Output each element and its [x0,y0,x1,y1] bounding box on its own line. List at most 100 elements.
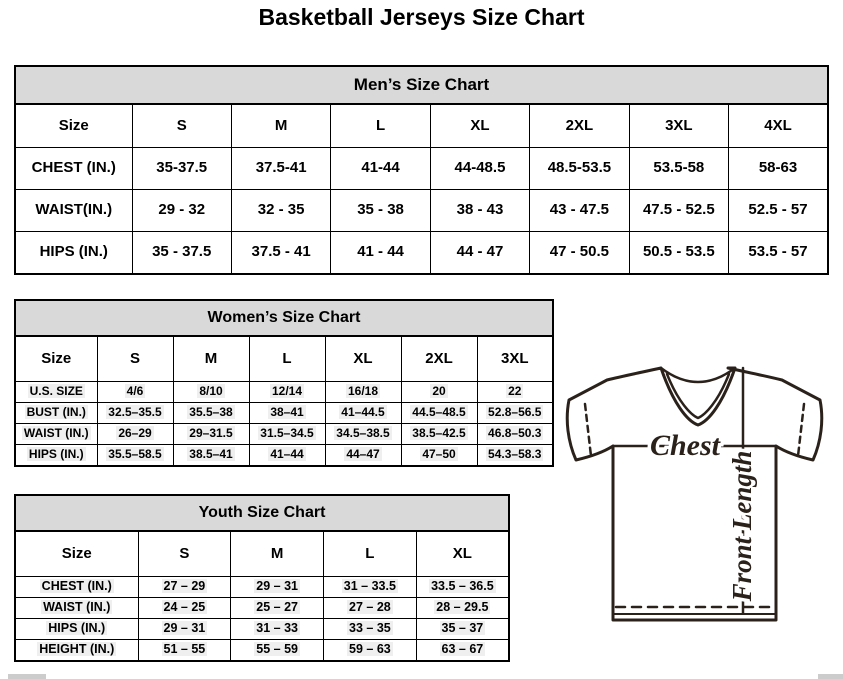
mens-size-chart-table: Men’s Size Chart Size S M L XL 2XL 3XL 4XL CHEST … [14,65,829,275]
row-label: WAIST (IN.) [14,423,98,445]
row-label: WAIST (IN.) [14,597,139,619]
cell-value: 55 – 59 [254,642,300,657]
cell-value: 29 – 31 [161,621,208,636]
cell-value: 38–41 [268,405,306,420]
size-cell: 59 – 63 [323,639,417,662]
size-cell: 47 - 50.5 [529,231,630,275]
cell-value: 27 – 28 [347,600,393,615]
size-cell: 31 – 33.5 [323,576,417,598]
size-cell: 51 – 55 [137,639,232,662]
row-label-text: U.S. SIZE [27,384,85,399]
size-cell: 4/6 [96,381,174,403]
size-cell: 52.5 - 57 [728,189,829,232]
size-cell: 32.5–35.5 [96,402,174,424]
size-cell: 37.5-41 [230,147,332,190]
size-cell: 31.5–34.5 [248,423,326,445]
size-cell: 34.5–38.5 [324,423,402,445]
table-row: WAIST (IN.) 24 – 25 25 – 27 27 – 28 28 – 29.… [14,597,510,619]
size-cell: 35.5–58.5 [96,444,174,467]
cell-value: 31 – 33 [254,621,300,636]
row-label: U.S. SIZE [14,381,98,403]
horizontal-scrollbar-fragment-left[interactable] [8,674,46,679]
size-cell: 38–41 [248,402,326,424]
size-cell: 41–44 [248,444,326,467]
column-header-2xl: 2XL [529,103,630,148]
size-cell: 12/14 [248,381,326,403]
size-cell: 44-48.5 [429,147,531,190]
size-cell: 50.5 - 53.5 [628,231,730,275]
cell-value: 31.5–34.5 [258,426,316,441]
row-label-text: WAIST (IN.) [41,600,113,615]
size-cell: 41 - 44 [330,231,431,275]
left-cuff-dashed-seam [583,402,593,458]
size-cell: 48.5-53.5 [529,147,630,190]
column-header-3xl: 3XL [476,335,554,382]
collar-arc-inner [665,372,731,420]
size-cell: 29–31.5 [172,423,250,445]
mens-chart-title: Men’s Size Chart [14,65,829,105]
cell-value: 38.5–42.5 [410,426,468,441]
row-label: HIPS (IN.) [14,618,139,640]
row-label-text: BUST (IN.) [24,405,88,420]
table-row: U.S. SIZE 4/6 8/10 12/14 16/18 20 22 [14,381,554,403]
column-header-s: S [131,103,232,148]
size-cell: 31 – 33 [230,618,324,640]
row-label-text: CHEST (IN.) [39,579,114,594]
cell-value: 8/10 [197,384,225,399]
cell-value: 33 – 35 [347,621,393,636]
cell-value: 44–47 [344,447,382,462]
size-cell: 53.5-58 [628,147,730,190]
cell-value: 52.8–56.5 [486,405,544,420]
cell-value: 27 – 29 [161,579,208,594]
size-cell: 37.5 - 41 [230,231,332,275]
cell-value: 35.5–58.5 [106,447,164,462]
cell-value: 41–44 [268,447,306,462]
size-cell: 24 – 25 [137,597,232,619]
cell-value: 24 – 25 [161,600,208,615]
cell-value: 26–29 [116,426,154,441]
size-cell: 25 – 27 [230,597,324,619]
front-length-label: Front Length [727,451,757,603]
cell-value: 32.5–35.5 [106,405,164,420]
cell-value: 44.5–48.5 [410,405,468,420]
page-title: Basketball Jerseys Size Chart [258,4,585,30]
size-cell: 44–47 [324,444,402,467]
cell-value: 29–31.5 [187,426,235,441]
size-cell: 28 – 29.5 [415,597,510,619]
womens-size-chart-table: Women’s Size Chart Size S M L XL 2XL 3XL U.S. SI… [14,299,554,467]
column-header-m: M [230,530,324,577]
cell-value: 29 – 31 [254,579,300,594]
size-cell: 52.8–56.5 [476,402,554,424]
row-label: BUST (IN.) [14,402,98,424]
cell-value: 4/6 [124,384,146,399]
row-label: HIPS (IN.) [14,444,98,467]
cell-value: 54.3–58.3 [486,447,544,462]
size-cell: 55 – 59 [230,639,324,662]
column-header-xl: XL [324,335,402,382]
column-header-s: S [96,335,174,382]
horizontal-scrollbar-fragment-right[interactable] [818,674,843,679]
size-cell: 44 - 47 [429,231,531,275]
size-cell: 47.5 - 52.5 [628,189,730,232]
cell-value: 46.8–50.3 [486,426,544,441]
size-cell: 38.5–41 [172,444,250,467]
column-header-s: S [137,530,232,577]
row-label-text: HIPS (IN.) [26,447,86,462]
size-cell: 29 – 31 [137,618,232,640]
row-label-text: HIPS (IN.) [46,621,108,636]
column-header-l: L [248,335,326,382]
column-header-xl: XL [429,103,531,148]
column-header-m: M [230,103,332,148]
table-row: HIPS (IN.) 29 – 31 31 – 33 33 – 35 35 – 37 [14,618,510,640]
womens-chart-title: Women’s Size Chart [14,299,554,337]
size-cell: 53.5 - 57 [728,231,829,275]
cell-value: 35 – 37 [439,621,486,636]
size-cell: 26–29 [96,423,174,445]
table-row: WAIST (IN.) 26–29 29–31.5 31.5–34.5 34.5–38.… [14,423,554,445]
size-cell: 46.8–50.3 [476,423,554,445]
size-cell: 27 – 28 [323,597,417,619]
size-cell: 33.5 – 36.5 [415,576,510,598]
column-header-4xl: 4XL [728,103,829,148]
size-cell: 29 - 32 [131,189,232,232]
table-row: CHEST (IN.) 35-37.5 37.5-41 41-44 44-48.5 48.… [14,147,829,190]
